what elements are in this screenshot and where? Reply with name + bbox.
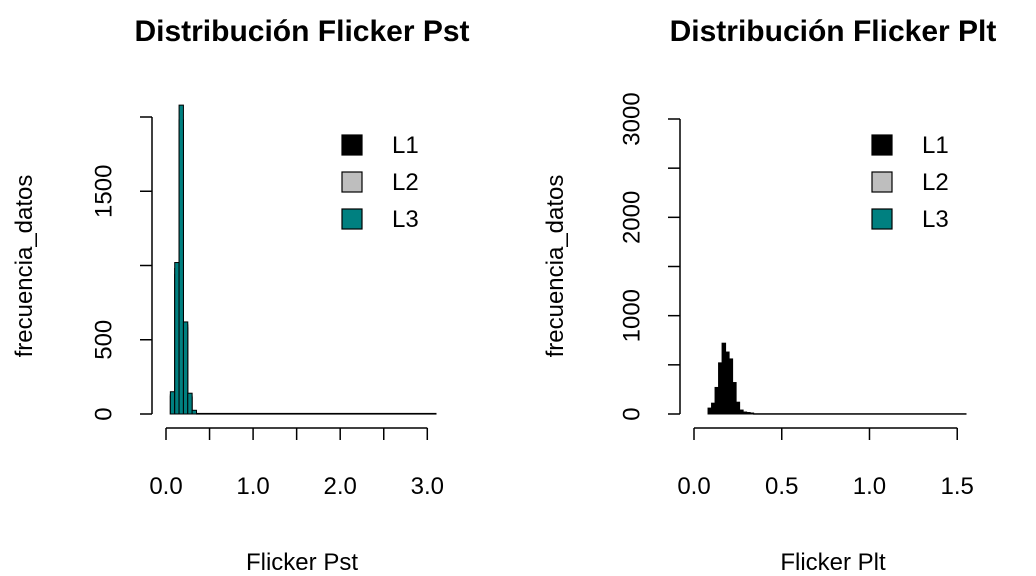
chart-pst-legend-swatch-l2 — [341, 171, 363, 193]
chart-pst-legend: L1 L2 L3 — [341, 132, 419, 233]
chart-plt-legend-swatch-l2 — [871, 171, 893, 193]
chart-plt-legend-swatch-l3 — [871, 208, 893, 230]
chart-plt-x-tick-label: 1.5 — [941, 473, 974, 500]
chart-plt-bar-l1-1 — [711, 402, 716, 415]
chart-plt-bar-l1-2 — [714, 386, 720, 415]
chart-pst-bar-l3-1 — [174, 262, 180, 415]
chart-pst-bar-l3-0 — [169, 391, 176, 415]
chart-plt-bar-l1-7 — [732, 382, 737, 415]
chart-plt-legend-swatch-l1 — [871, 134, 893, 156]
chart-pst-y-axis: 0 500 1500 — [91, 116, 153, 421]
chart-plt-bars — [707, 342, 967, 415]
chart-pst-x-tick-label: 3.0 — [411, 473, 444, 500]
chart-pst-bar-l3-6 — [195, 412, 437, 415]
chart-plt-y-tick-label: 3000 — [619, 92, 646, 145]
chart-pst-x-tick-label: 0.0 — [149, 473, 182, 500]
chart-plt-x-axis: 0.0 0.5 1.0 1.5 — [677, 427, 974, 500]
chart-plt-x-tick-label: 0.0 — [677, 473, 710, 500]
chart-plt-legend-label-l3: L3 — [922, 206, 949, 233]
chart-pst-bar-l3-2 — [178, 104, 184, 415]
chart-plt-y-tick-label: 2000 — [619, 191, 646, 244]
chart-plt-bar-l1-8 — [735, 401, 741, 415]
chart-pst-bar-l3-4 — [187, 392, 193, 415]
chart-pst-bars — [169, 104, 437, 415]
chart-pst-legend-swatch-l1 — [341, 134, 363, 156]
chart-plt-x-tick-label: 0.5 — [765, 473, 798, 500]
chart-plt-bar-l1-9 — [739, 409, 744, 415]
chart-pst-y-label: frecuencia_datos — [11, 175, 38, 358]
chart-pst-y-tick-label: 500 — [91, 320, 118, 360]
chart-plt-bar-l1-4 — [721, 342, 727, 415]
chart-plt-bar-l1-0 — [707, 407, 713, 415]
chart-pst-legend-swatch-l3 — [341, 208, 363, 230]
chart-plt-legend-label-l1: L1 — [922, 132, 949, 159]
chart-plt-y-tick-label: 1000 — [619, 289, 646, 342]
chart-plt-y-label: frecuencia_datos — [542, 175, 569, 358]
chart-plt-y-axis: 0 1000 2000 3000 — [619, 92, 681, 421]
chart-pst-title: Distribución Flicker Pst — [134, 15, 469, 48]
chart-pst-y-tick-label: 0 — [91, 407, 118, 420]
chart-pst-x-tick-label: 2.0 — [324, 473, 357, 500]
chart-plt-bar-l1-3 — [718, 362, 723, 415]
chart-pst-x-axis: 0.0 1.0 2.0 3.0 — [149, 427, 444, 500]
chart-plt-bar-l1-11 — [746, 412, 751, 415]
chart-plt-title: Distribución Flicker Plt — [670, 15, 997, 48]
chart-plt-bar-l1-13 — [753, 413, 967, 415]
chart-pst-legend-label-l1: L1 — [392, 132, 419, 159]
chart-plt-bar-l1-12 — [749, 412, 755, 415]
chart-plt-legend: L1 L2 L3 — [871, 132, 949, 233]
chart-plt-legend-label-l2: L2 — [922, 169, 949, 196]
chart-pst-y-tick-label: 1500 — [91, 165, 118, 218]
chart-plt-bar-l1-10 — [742, 411, 748, 415]
chart-plt-x-tick-label: 1.0 — [853, 473, 886, 500]
chart-plt-bar-l1-5 — [725, 351, 730, 415]
chart-plt-bar-l1-6 — [728, 358, 734, 415]
chart-pst-x-tick-label: 1.0 — [236, 473, 269, 500]
chart-pst-legend-label-l3: L3 — [392, 206, 419, 233]
chart-plt-y-tick-label: 0 — [619, 407, 646, 420]
chart-plt: Distribución Flicker Plt 0.0 0.5 1.0 1.5 0 1… — [542, 15, 996, 576]
chart-pst: Distribución Flicker Pst 0.0 1.0 2.0 3.0 0 5… — [11, 15, 470, 576]
chart-pst-bar-l3-5 — [191, 409, 197, 415]
chart-pst-bar-l3-3 — [182, 321, 189, 415]
chart-plt-x-label: Flicker Plt — [780, 549, 886, 576]
chart-pst-x-label: Flicker Pst — [246, 549, 358, 576]
chart-pst-legend-label-l2: L2 — [392, 169, 419, 196]
